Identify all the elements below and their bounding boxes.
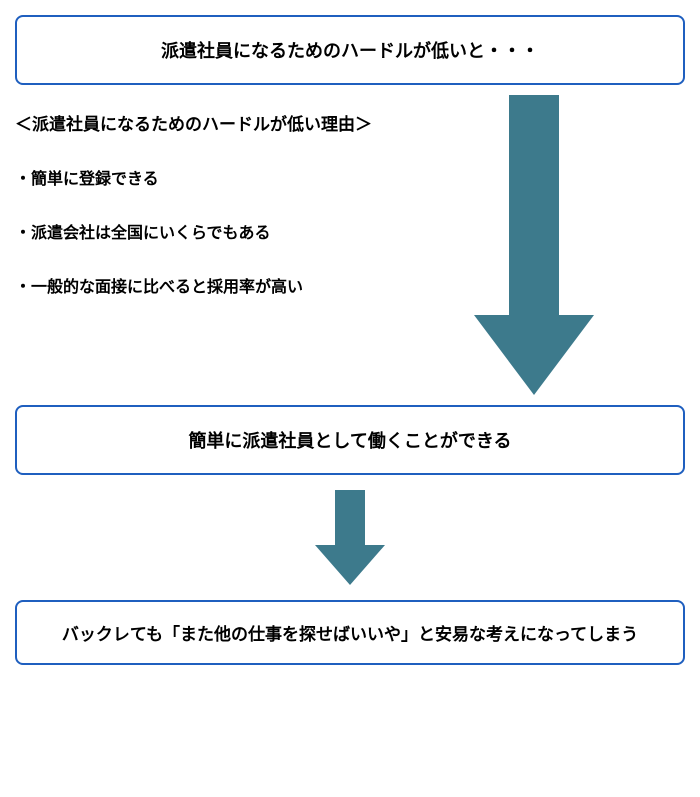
reasons-title: ＜派遣社員になるためのハードルが低い理由＞ <box>15 110 384 135</box>
top-box: 派遣社員になるためのハードルが低いと・・・ <box>15 15 685 85</box>
arrow-down-small-icon <box>315 490 385 585</box>
reason-item: ・簡単に登録できる <box>15 165 384 189</box>
small-arrow-container <box>15 490 685 585</box>
middle-row: ＜派遣社員になるためのハードルが低い理由＞ ・簡単に登録できる ・派遣会社は全国… <box>15 85 685 395</box>
top-box-text: 派遣社員になるためのハードルが低いと・・・ <box>161 41 539 61</box>
reason-item: ・派遣会社は全国にいくらでもある <box>15 219 384 243</box>
reason-item: ・一般的な面接に比べると採用率が高い <box>15 273 384 297</box>
reasons-section: ＜派遣社員になるためのハードルが低い理由＞ ・簡単に登録できる ・派遣会社は全国… <box>15 110 384 327</box>
arrow-down-large-icon <box>474 95 594 395</box>
middle-box-text: 簡単に派遣社員として働くことができる <box>188 431 511 451</box>
middle-box: 簡単に派遣社員として働くことができる <box>15 405 685 475</box>
bottom-box-text: バックレても「また他の仕事を探せばいいや」と安易な考えになってしまう <box>62 625 638 644</box>
bottom-box: バックレても「また他の仕事を探せばいいや」と安易な考えになってしまう <box>15 600 685 665</box>
large-arrow-container <box>384 85 686 395</box>
